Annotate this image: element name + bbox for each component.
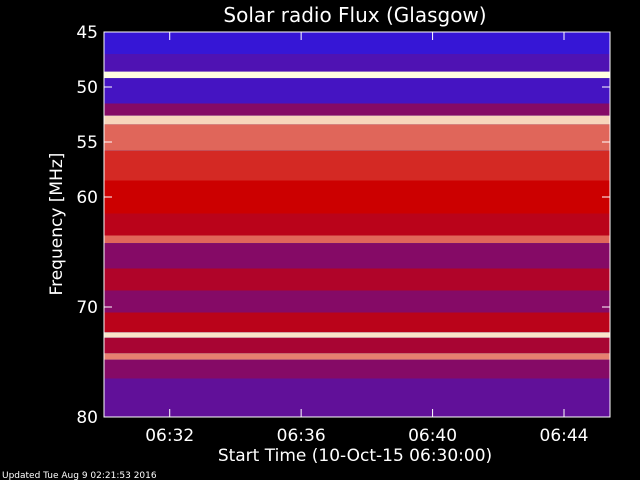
x-tick-label: 06:36 [277,426,326,446]
updated-timestamp: Updated Tue Aug 9 02:21:53 2016 [2,471,157,480]
x-axis: 06:32 06:36 06:40 06:44 [145,32,589,446]
intensity-band [104,353,610,360]
plot-area [104,32,610,417]
intensity-band [104,71,610,79]
intensity-band [104,243,610,269]
chart-title: Solar radio Flux (Glasgow) [223,3,486,27]
x-tick-label: 06:40 [408,426,457,446]
intensity-band [104,180,610,214]
y-tick-label: 55 [76,133,98,153]
intensity-band [104,378,610,417]
x-tick-label: 06:44 [540,426,589,446]
intensity-band [104,124,610,151]
intensity-band [104,337,610,354]
intensity-band [104,359,610,379]
intensity-band [104,268,610,291]
intensity-band [104,312,610,333]
intensity-band [104,150,610,181]
intensity-band [104,213,610,236]
y-tick-label: 60 [76,188,98,208]
intensity-band [104,54,610,72]
intensity-band [104,103,610,116]
y-tick-label: 70 [76,298,98,318]
x-tick-label: 06:32 [145,426,194,446]
y-tick-label: 45 [76,23,98,43]
y-axis-label: Frequency [MHz] [47,153,67,296]
y-axis: 45 50 55 60 70 80 [76,23,610,428]
y-tick-label: 50 [76,78,98,98]
intensity-band [104,115,610,125]
intensity-band [104,235,610,244]
intensity-band [104,332,610,338]
x-axis-label: Start Time (10-Oct-15 06:30:00) [218,446,492,466]
y-tick-label: 80 [76,408,98,428]
intensity-band [104,290,610,313]
plot-frame [103,31,611,418]
intensity-band [104,78,610,104]
intensity-band [104,32,610,54]
